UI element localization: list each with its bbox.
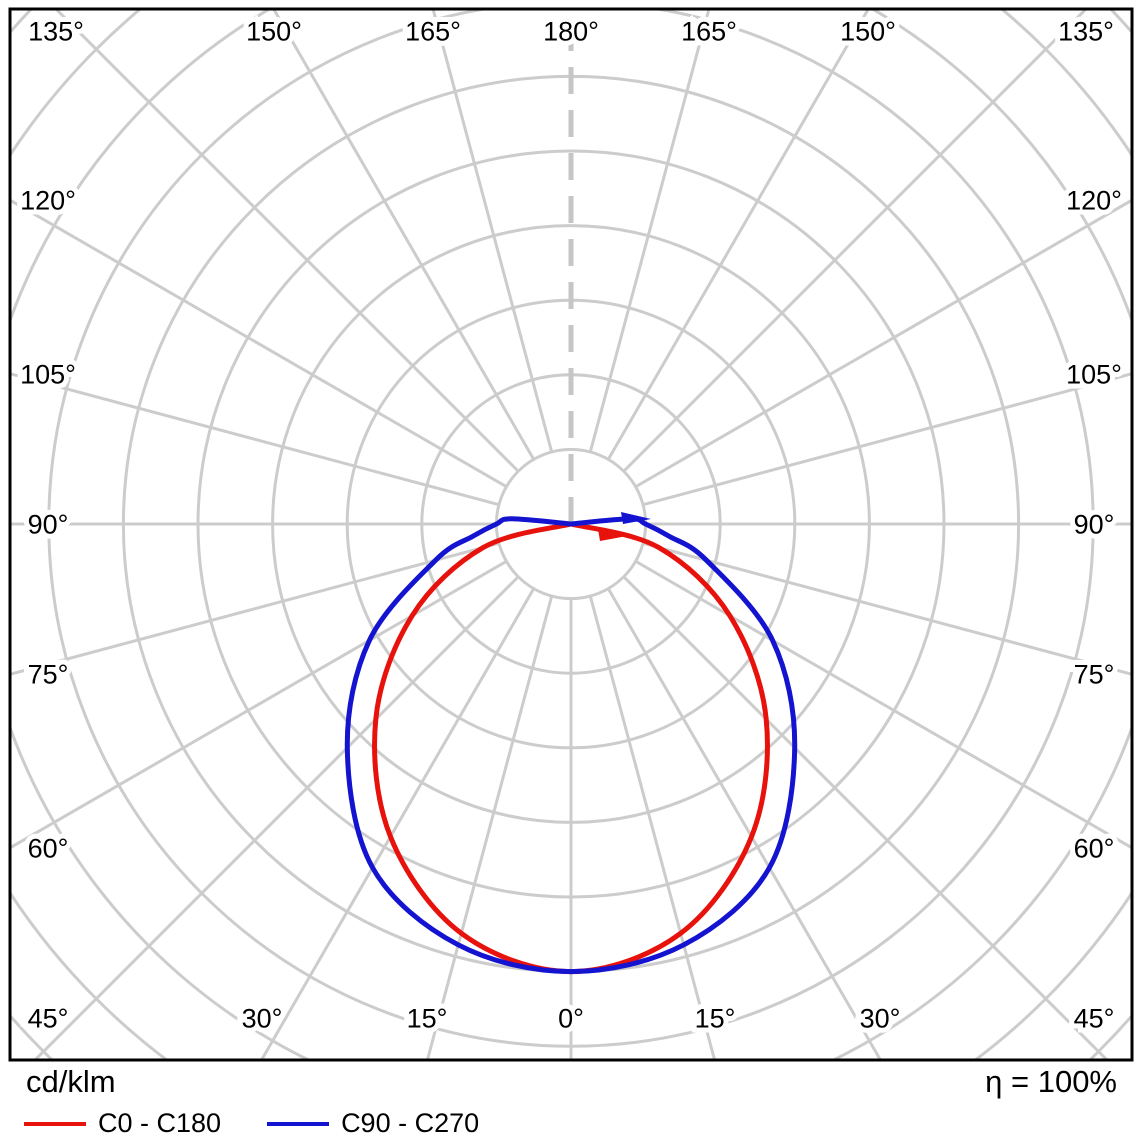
angle-label-120-right: 120° [1066, 185, 1122, 215]
legend-label-c90-c270: C90 - C270 [341, 1108, 480, 1138]
legend: C0 - C180 C90 - C270 [8, 1102, 510, 1143]
plot-border [8, 7, 1134, 1062]
curve-c90-c270 [344, 516, 798, 975]
angle-label-60-left: 60° [28, 833, 69, 863]
legend-swatch-c0-c180 [24, 1121, 86, 1126]
legend-item-c0-c180: C0 - C180 [24, 1108, 221, 1139]
legend-item-c90-c270: C90 - C270 [267, 1108, 479, 1139]
angle-label-15-right: 15° [695, 1003, 736, 1033]
angle-label-165-right: 165° [681, 16, 737, 46]
legend-swatch-c90-c270 [267, 1121, 330, 1126]
angle-label-150-left: 150° [246, 16, 302, 46]
curve-arrow-c0 [598, 529, 627, 541]
angle-label-135-right: 135° [1058, 16, 1114, 46]
angle-label-90-right: 90° [1074, 509, 1115, 539]
angle-label-15-left: 15° [407, 1003, 448, 1033]
angle-label-30-right: 30° [860, 1003, 901, 1033]
legend-label-c0-c180: C0 - C180 [98, 1108, 222, 1138]
angle-label-45-right: 45° [1074, 1003, 1115, 1033]
angle-label-45-left: 45° [28, 1003, 69, 1033]
units-label: cd/klm [26, 1064, 116, 1099]
angle-label-30-left: 30° [242, 1003, 283, 1033]
angle-label-120-left: 120° [20, 185, 76, 215]
angle-label-60-right: 60° [1074, 833, 1115, 863]
curve-arrow-c90 [621, 512, 651, 524]
angle-label-105-right: 105° [1066, 359, 1122, 389]
angle-label-165-left: 165° [405, 16, 461, 46]
angle-label-135-left: 135° [28, 16, 84, 46]
angle-label-75-right: 75° [1074, 659, 1115, 689]
efficiency-label: η = 100% [985, 1064, 1117, 1099]
angle-label-150-right: 150° [840, 16, 896, 46]
angle-label-105-left: 105° [20, 359, 76, 389]
angle-label-90-left: 90° [28, 509, 69, 539]
angle-label-180: 180° [543, 16, 599, 46]
angle-label-0: 0° [558, 1003, 584, 1033]
angle-label-75-left: 75° [28, 659, 69, 689]
